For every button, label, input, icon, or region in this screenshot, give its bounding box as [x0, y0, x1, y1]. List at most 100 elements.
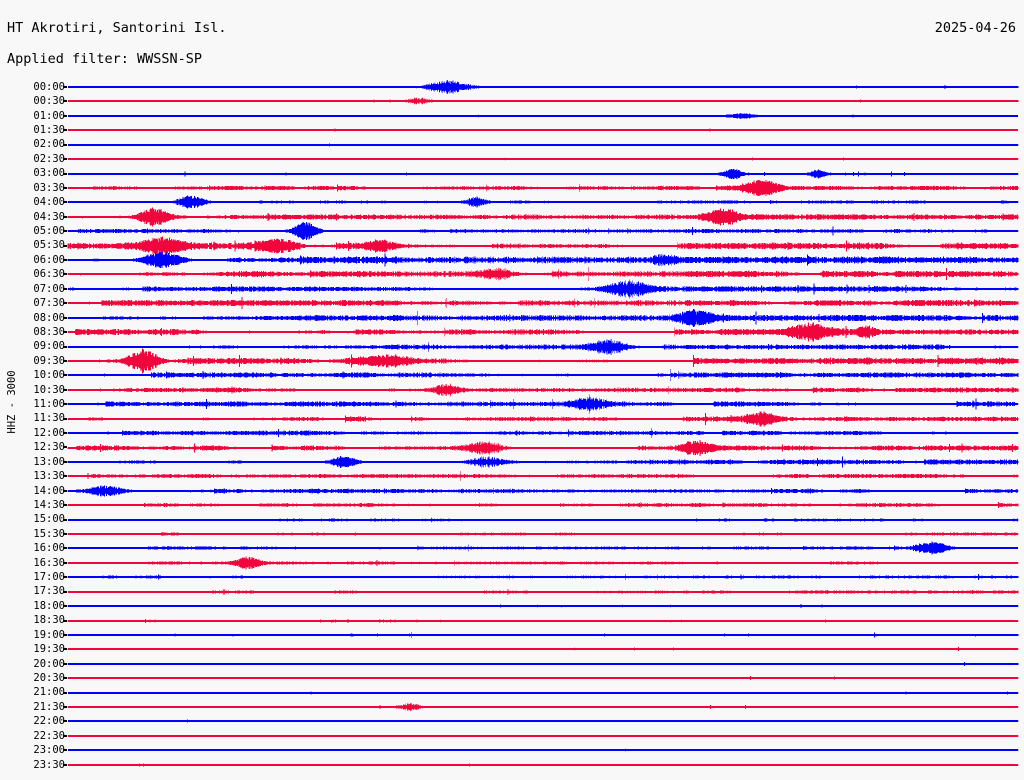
- trace-time-label: 18:00: [33, 599, 65, 612]
- trace-time-label: 02:00: [33, 138, 65, 151]
- trace-row: 19:00: [0, 628, 1024, 642]
- trace-time-label: 20:00: [33, 657, 65, 670]
- axis-tick: [63, 561, 67, 564]
- axis-tick: [63, 388, 67, 391]
- trace-row: 07:30: [0, 296, 1024, 310]
- axis-tick: [63, 85, 67, 88]
- axis-tick: [63, 662, 67, 665]
- axis-tick: [63, 230, 67, 233]
- axis-tick: [63, 403, 67, 406]
- trace-row: 18:30: [0, 613, 1024, 627]
- helicorder-plot: 00:00 00:30 01:00 01:30 02:00 02:30 03:00 03:30…: [0, 78, 1024, 778]
- axis-tick: [63, 734, 67, 737]
- trace-time-label: 11:00: [33, 398, 65, 411]
- trace-time-label: 22:30: [33, 729, 65, 742]
- trace-row: 07:00: [0, 279, 1024, 299]
- trace-time-label: 14:00: [33, 484, 65, 497]
- axis-tick: [63, 706, 67, 709]
- record-date: 2025-04-26: [934, 20, 1016, 36]
- trace-time-label: 07:00: [33, 282, 65, 295]
- trace-time-label: 19:00: [33, 628, 65, 641]
- trace-time-label: 11:30: [33, 412, 65, 425]
- trace-row: 21:00: [0, 685, 1024, 699]
- trace-row: 06:30: [0, 267, 1024, 282]
- axis-tick: [63, 633, 67, 636]
- trace-time-label: 16:30: [33, 556, 65, 569]
- axis-tick: [63, 287, 67, 290]
- station-title: HT Akrotiri, Santorini Isl.: [7, 20, 227, 36]
- trace-row: 12:30: [0, 439, 1024, 456]
- axis-tick: [63, 345, 67, 348]
- trace-row: 08:30: [0, 322, 1024, 342]
- trace-row: 13:00: [0, 455, 1024, 469]
- trace-row: 15:00: [0, 512, 1024, 526]
- trace-row: 08:00: [0, 308, 1024, 327]
- trace-time-label: 01:00: [33, 109, 65, 122]
- axis-tick: [63, 374, 67, 377]
- axis-tick: [63, 547, 67, 550]
- trace-row: 06:00: [0, 251, 1024, 269]
- axis-tick: [63, 460, 67, 463]
- trace-time-label: 19:30: [33, 643, 65, 656]
- trace-row: 22:00: [0, 714, 1024, 728]
- axis-tick: [63, 129, 67, 132]
- trace-time-label: 01:30: [33, 124, 65, 137]
- trace-time-label: 13:00: [33, 455, 65, 468]
- trace-time-label: 14:30: [33, 498, 65, 511]
- trace-time-label: 05:30: [33, 239, 65, 252]
- axis-tick: [63, 749, 67, 752]
- axis-tick: [63, 359, 67, 362]
- trace-time-label: 02:30: [33, 152, 65, 165]
- trace-row: 20:00: [0, 657, 1024, 671]
- axis-tick: [63, 244, 67, 247]
- axis-tick: [63, 259, 67, 262]
- trace-time-label: 05:00: [33, 224, 65, 237]
- trace-time-label: 12:00: [33, 426, 65, 439]
- axis-tick: [63, 172, 67, 175]
- trace-time-label: 22:00: [33, 715, 65, 728]
- trace-row: 05:00: [0, 222, 1024, 241]
- trace-time-label: 17:30: [33, 585, 65, 598]
- trace-time-label: 09:30: [33, 354, 65, 367]
- axis-tick: [63, 446, 67, 449]
- axis-tick: [63, 619, 67, 622]
- axis-tick: [63, 720, 67, 723]
- trace-row: 21:30: [0, 700, 1024, 714]
- trace-time-label: 13:30: [33, 470, 65, 483]
- trace-time-label: 00:30: [33, 95, 65, 108]
- trace-row: 03:30: [0, 179, 1024, 197]
- axis-tick: [63, 590, 67, 593]
- trace-time-label: 20:30: [33, 672, 65, 684]
- trace-time-label: 17:00: [33, 571, 65, 584]
- trace-row: 22:30: [0, 729, 1024, 743]
- axis-tick: [63, 114, 67, 117]
- axis-tick: [63, 273, 67, 276]
- trace-time-label: 15:00: [33, 513, 65, 526]
- trace-time-label: 10:30: [33, 383, 65, 396]
- axis-tick: [63, 143, 67, 146]
- trace-row: 19:30: [0, 642, 1024, 656]
- trace-row: 05:30: [0, 236, 1024, 256]
- trace-time-label: 12:30: [33, 441, 65, 454]
- trace-time-label: 10:00: [33, 369, 65, 382]
- trace-time-label: 06:30: [33, 268, 65, 281]
- axis-tick: [63, 201, 67, 204]
- trace-time-label: 09:00: [33, 340, 65, 353]
- trace-time-label: 08:30: [33, 325, 65, 338]
- trace-row: 20:30: [0, 671, 1024, 685]
- axis-tick: [63, 302, 67, 305]
- trace-row: 16:30: [0, 556, 1024, 570]
- axis-tick: [63, 316, 67, 319]
- trace-time-label: 03:00: [33, 167, 65, 180]
- trace-row: 12:00: [0, 426, 1024, 440]
- trace-row: 14:00: [0, 484, 1024, 498]
- axis-tick: [63, 489, 67, 492]
- trace-row: 09:00: [0, 338, 1024, 355]
- trace-row: 17:00: [0, 570, 1024, 584]
- trace-row: 16:00: [0, 541, 1024, 555]
- axis-tick: [63, 518, 67, 521]
- trace-time-label: 23:30: [33, 758, 65, 771]
- axis-tick: [63, 691, 67, 694]
- trace-time-label: 08:00: [33, 311, 65, 324]
